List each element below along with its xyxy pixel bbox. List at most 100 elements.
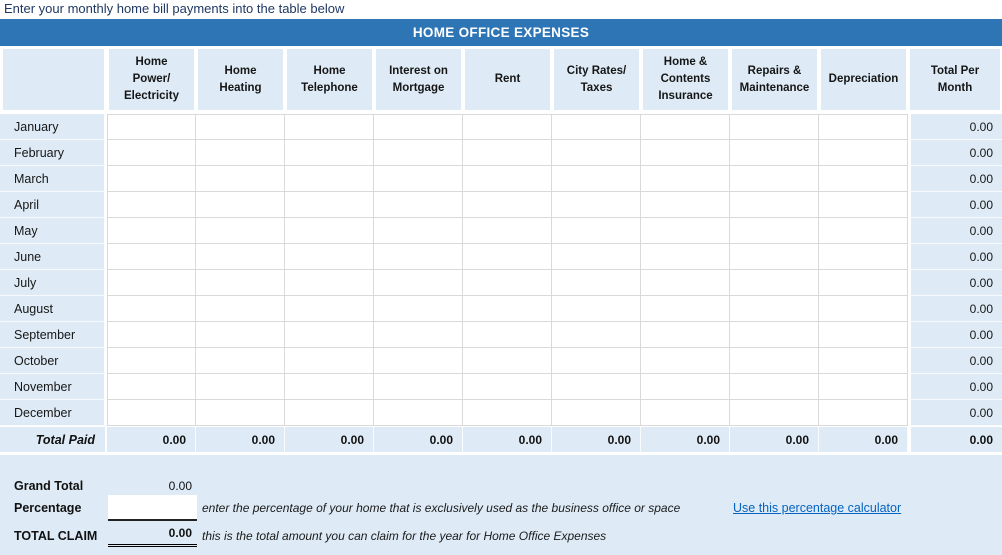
expense-cell[interactable] [285, 348, 374, 374]
expense-cell[interactable] [374, 348, 463, 374]
expense-cell[interactable] [819, 166, 908, 192]
expense-cell[interactable] [552, 400, 641, 426]
expense-cell[interactable] [107, 296, 196, 322]
expense-cell[interactable] [196, 218, 285, 244]
expense-cell[interactable] [107, 166, 196, 192]
expense-cell[interactable] [552, 374, 641, 400]
expense-cell[interactable] [463, 270, 552, 296]
expense-cell[interactable] [552, 322, 641, 348]
expense-cell[interactable] [463, 400, 552, 426]
expense-cell[interactable] [641, 296, 730, 322]
expense-cell[interactable] [552, 244, 641, 270]
expense-cell[interactable] [730, 114, 819, 140]
expense-cell[interactable] [107, 400, 196, 426]
expense-cell[interactable] [196, 244, 285, 270]
expense-cell[interactable] [196, 322, 285, 348]
expense-cell[interactable] [374, 296, 463, 322]
expense-cell[interactable] [463, 218, 552, 244]
expense-cell[interactable] [819, 374, 908, 400]
expense-cell[interactable] [819, 270, 908, 296]
expense-cell[interactable] [196, 140, 285, 166]
expense-cell[interactable] [730, 270, 819, 296]
expense-cell[interactable] [730, 244, 819, 270]
expense-cell[interactable] [819, 218, 908, 244]
expense-cell[interactable] [730, 218, 819, 244]
expense-cell[interactable] [374, 270, 463, 296]
expense-cell[interactable] [819, 114, 908, 140]
expense-cell[interactable] [374, 400, 463, 426]
expense-cell[interactable] [730, 140, 819, 166]
expense-cell[interactable] [819, 244, 908, 270]
expense-cell[interactable] [107, 140, 196, 166]
percentage-input[interactable] [108, 495, 197, 521]
expense-cell[interactable] [374, 322, 463, 348]
expense-cell[interactable] [641, 348, 730, 374]
expense-cell[interactable] [641, 218, 730, 244]
expense-cell[interactable] [730, 322, 819, 348]
expense-cell[interactable] [463, 166, 552, 192]
expense-cell[interactable] [196, 166, 285, 192]
expense-cell[interactable] [285, 140, 374, 166]
expense-cell[interactable] [463, 192, 552, 218]
expense-cell[interactable] [285, 244, 374, 270]
expense-cell[interactable] [641, 400, 730, 426]
expense-cell[interactable] [196, 270, 285, 296]
expense-cell[interactable] [107, 114, 196, 140]
expense-cell[interactable] [196, 192, 285, 218]
expense-cell[interactable] [819, 322, 908, 348]
expense-cell[interactable] [285, 400, 374, 426]
expense-cell[interactable] [641, 114, 730, 140]
expense-cell[interactable] [552, 348, 641, 374]
expense-cell[interactable] [730, 166, 819, 192]
expense-cell[interactable] [463, 114, 552, 140]
expense-cell[interactable] [730, 296, 819, 322]
expense-cell[interactable] [552, 140, 641, 166]
expense-cell[interactable] [552, 296, 641, 322]
expense-cell[interactable] [819, 348, 908, 374]
expense-cell[interactable] [107, 244, 196, 270]
expense-cell[interactable] [463, 296, 552, 322]
expense-cell[interactable] [819, 400, 908, 426]
expense-cell[interactable] [196, 114, 285, 140]
expense-cell[interactable] [463, 322, 552, 348]
expense-cell[interactable] [107, 218, 196, 244]
expense-cell[interactable] [641, 166, 730, 192]
expense-cell[interactable] [641, 322, 730, 348]
expense-cell[interactable] [374, 166, 463, 192]
expense-cell[interactable] [552, 166, 641, 192]
expense-cell[interactable] [463, 140, 552, 166]
expense-cell[interactable] [285, 296, 374, 322]
expense-cell[interactable] [463, 244, 552, 270]
expense-cell[interactable] [285, 218, 374, 244]
expense-cell[interactable] [285, 114, 374, 140]
expense-cell[interactable] [730, 192, 819, 218]
expense-cell[interactable] [463, 374, 552, 400]
expense-cell[interactable] [285, 192, 374, 218]
expense-cell[interactable] [819, 140, 908, 166]
expense-cell[interactable] [463, 348, 552, 374]
expense-cell[interactable] [552, 192, 641, 218]
expense-cell[interactable] [107, 374, 196, 400]
expense-cell[interactable] [374, 244, 463, 270]
expense-cell[interactable] [196, 400, 285, 426]
expense-cell[interactable] [641, 244, 730, 270]
expense-cell[interactable] [374, 114, 463, 140]
expense-cell[interactable] [285, 322, 374, 348]
expense-cell[interactable] [552, 270, 641, 296]
expense-cell[interactable] [374, 374, 463, 400]
expense-cell[interactable] [641, 270, 730, 296]
expense-cell[interactable] [107, 270, 196, 296]
expense-cell[interactable] [196, 296, 285, 322]
expense-cell[interactable] [641, 140, 730, 166]
expense-cell[interactable] [374, 140, 463, 166]
expense-cell[interactable] [641, 374, 730, 400]
expense-cell[interactable] [374, 192, 463, 218]
expense-cell[interactable] [107, 322, 196, 348]
expense-cell[interactable] [374, 218, 463, 244]
expense-cell[interactable] [730, 374, 819, 400]
expense-cell[interactable] [819, 192, 908, 218]
expense-cell[interactable] [641, 192, 730, 218]
expense-cell[interactable] [730, 400, 819, 426]
expense-cell[interactable] [552, 218, 641, 244]
percentage-calculator-link[interactable]: Use this percentage calculator [733, 501, 902, 515]
